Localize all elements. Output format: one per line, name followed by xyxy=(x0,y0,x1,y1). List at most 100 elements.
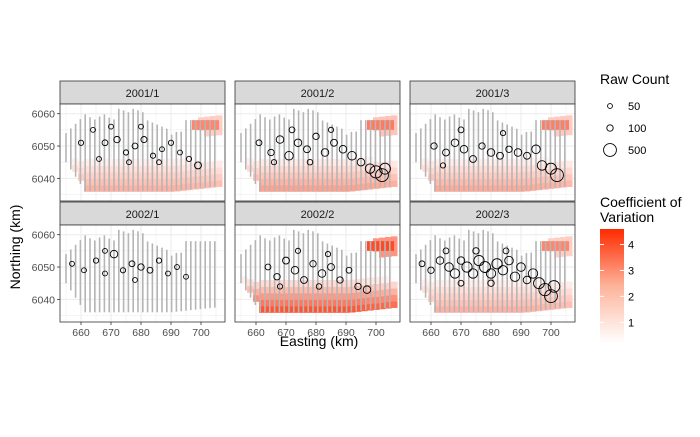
count-point xyxy=(102,247,108,254)
cv-cell xyxy=(216,128,223,136)
cv-cell xyxy=(482,279,489,287)
count-point xyxy=(303,145,311,154)
cv-cell xyxy=(204,116,211,124)
cv-cell xyxy=(500,165,507,173)
cv-cell xyxy=(434,171,441,179)
color-legend-tick-label: 4 xyxy=(628,240,634,252)
cv-cell xyxy=(325,165,332,173)
survey-transects xyxy=(415,229,566,313)
cv-cell xyxy=(361,291,368,299)
cv-cell xyxy=(204,174,211,182)
x-tick-label: 690 xyxy=(162,327,180,339)
cv-cell xyxy=(331,165,338,173)
cv-cell xyxy=(560,236,567,244)
cv-cell xyxy=(536,176,543,184)
cv-cell xyxy=(428,160,435,168)
count-point xyxy=(485,268,497,279)
cv-cell xyxy=(174,158,181,166)
cv-cell xyxy=(138,165,145,173)
cv-cell xyxy=(506,305,513,313)
cv-cell xyxy=(391,160,398,168)
count-point xyxy=(467,268,479,279)
cv-cell xyxy=(289,279,296,287)
count-point xyxy=(309,260,317,268)
count-point xyxy=(375,168,389,182)
cv-cell xyxy=(391,288,398,296)
cv-cell xyxy=(536,291,543,299)
count-point xyxy=(487,279,495,287)
cv-cell xyxy=(253,173,260,181)
cv-cell xyxy=(361,170,368,178)
count-point xyxy=(472,247,480,255)
cv-cell xyxy=(259,292,266,300)
cv-cell xyxy=(530,298,537,306)
count-point xyxy=(544,289,558,303)
cv-cell xyxy=(259,299,266,307)
size-legend-label: 50 xyxy=(628,101,640,113)
cv-cell xyxy=(313,165,320,173)
cv-cell xyxy=(488,299,495,307)
cv-cell xyxy=(283,279,290,287)
x-tick-label: 660 xyxy=(72,327,90,339)
cv-cell xyxy=(434,299,441,307)
cv-cell xyxy=(566,281,573,289)
cv-cell xyxy=(253,288,260,296)
cv-cell xyxy=(337,184,344,192)
cv-cell xyxy=(440,299,447,307)
cv-cell xyxy=(506,171,513,179)
cv-cell xyxy=(277,292,284,300)
cv-cell xyxy=(90,178,97,186)
cv-cell xyxy=(355,298,362,306)
cv-cell xyxy=(283,286,290,294)
cv-cell xyxy=(560,161,567,169)
cv-cell xyxy=(313,286,320,294)
cv-cell xyxy=(530,291,537,299)
count-point xyxy=(122,149,130,156)
count-point xyxy=(418,260,426,268)
cv-cell xyxy=(138,184,145,192)
cv-cell xyxy=(283,299,290,307)
count-point xyxy=(379,162,391,175)
count-point xyxy=(324,251,332,258)
cv-cell xyxy=(379,289,386,297)
cv-cell xyxy=(301,305,308,313)
cv-cell xyxy=(512,171,519,179)
cv-cell xyxy=(554,237,561,245)
cv-cell xyxy=(325,286,332,294)
count-point xyxy=(101,139,109,147)
count-point xyxy=(312,132,320,140)
cv-cell xyxy=(84,178,91,186)
cv-cell xyxy=(391,173,398,181)
cv-cell xyxy=(355,291,362,299)
cv-cell xyxy=(265,299,272,307)
cv-cell xyxy=(349,165,356,173)
cv-cell xyxy=(307,299,314,307)
cv-cell xyxy=(488,279,495,287)
y-tick-label: 6060 xyxy=(32,109,56,121)
cv-cell xyxy=(277,286,284,294)
x-tick-label: 670 xyxy=(452,327,470,339)
count-point xyxy=(516,262,526,272)
cv-cell xyxy=(476,158,483,166)
count-point xyxy=(113,135,121,144)
cv-cell xyxy=(536,297,543,305)
cv-cell xyxy=(174,178,181,186)
cv-cell xyxy=(325,178,332,186)
color-legend-tick-label: 1 xyxy=(628,317,634,329)
cv-cell xyxy=(530,170,537,178)
cv-cell xyxy=(488,305,495,313)
cv-cell xyxy=(391,115,398,123)
cv-cell xyxy=(355,157,362,165)
cv-cell xyxy=(331,178,338,186)
cv-cell xyxy=(102,165,109,173)
cv-cell xyxy=(361,284,368,292)
cv-cell xyxy=(331,305,338,313)
cv-cell xyxy=(452,158,459,166)
cv-cell xyxy=(138,171,145,179)
cv-cell xyxy=(440,305,447,313)
count-points xyxy=(255,126,391,182)
cv-cell xyxy=(379,174,386,182)
count-point xyxy=(469,155,477,163)
cv-cell xyxy=(265,165,272,173)
